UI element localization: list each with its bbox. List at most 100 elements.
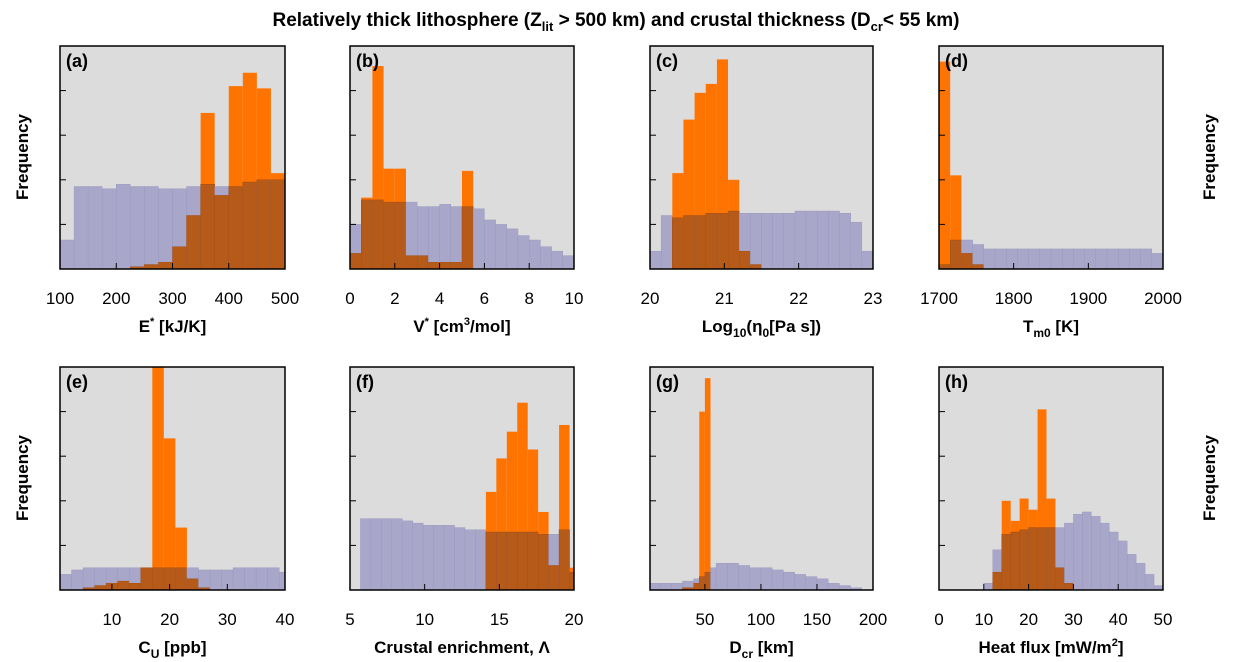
x-tick-label: 20	[641, 289, 660, 308]
panels-group: 100 200 300 400 500(a)E* [kJ/K]0 2 4 6 8 10(b)V* …	[46, 45, 1182, 661]
overlap-bar	[172, 246, 187, 270]
prior-bar	[783, 571, 795, 591]
prior-bar	[1061, 248, 1074, 270]
prior-bar	[422, 525, 434, 591]
figure-title: Relatively thick lithosphere (Zlit > 500…	[272, 10, 959, 34]
prior-bar	[279, 571, 286, 591]
overlap-bar	[506, 531, 518, 591]
x-tick-label: 10	[565, 289, 584, 308]
overlap-bar	[1028, 527, 1038, 591]
prior-bar	[116, 184, 131, 270]
prior-bar	[101, 188, 117, 270]
overlap-bar	[537, 534, 549, 591]
posterior-bar	[950, 175, 962, 269]
prior-bar	[59, 239, 75, 270]
prior-bar	[87, 186, 103, 270]
prior-bar	[412, 522, 424, 591]
prior-bar	[209, 569, 222, 591]
overlap-bar	[461, 206, 474, 270]
x-tick-label: 300	[158, 289, 186, 308]
prior-bar	[1028, 248, 1040, 270]
y-axis-label: Frequency	[1200, 434, 1219, 521]
x-tick-label: 15	[490, 610, 509, 629]
posterior-bar	[527, 449, 539, 590]
panel-label: (c)	[656, 51, 678, 71]
overlap-bar	[175, 567, 188, 591]
prior-bar	[649, 583, 661, 591]
x-tick-label: 200	[859, 610, 887, 629]
posterior-bar	[705, 83, 717, 269]
prior-bar	[540, 246, 552, 270]
prior-bar	[1151, 253, 1164, 270]
posterior-bar	[716, 59, 729, 269]
prior-bar	[473, 208, 485, 270]
overlap-bar	[270, 179, 286, 270]
prior-bar	[529, 239, 541, 270]
overlap-bar	[992, 571, 1002, 591]
prior-bar	[816, 578, 829, 591]
prior-bar	[727, 563, 739, 591]
panel-d: 1700 1800 1900 2000 (d) Tm0 [K]	[920, 45, 1182, 340]
prior-bar	[839, 213, 851, 270]
overlap-bar	[739, 250, 751, 270]
prior-bar	[649, 250, 662, 270]
overlap-bar	[694, 215, 706, 270]
overlap-bar	[496, 531, 508, 591]
x-tick-label: 0	[934, 610, 943, 629]
posterior-bar	[517, 402, 528, 590]
x-tick-label: 100	[46, 289, 74, 308]
plot-background	[939, 46, 1163, 269]
panel-label: (h)	[945, 372, 968, 392]
overlap-bar	[117, 580, 130, 591]
prior-bar	[783, 213, 796, 270]
overlap-bar	[683, 215, 695, 270]
y-axis-label: Frequency	[13, 113, 32, 200]
ylabels-group: Frequency Frequency Frequency Frequency	[13, 113, 1219, 521]
posterior-bar	[694, 92, 706, 269]
prior-bar	[255, 567, 268, 591]
prior-bar	[464, 529, 476, 591]
overlap-bar	[152, 567, 165, 591]
overlap-bar	[129, 583, 141, 591]
posterior-bar	[152, 367, 164, 590]
overlap-bar	[158, 262, 173, 270]
x-tick-label: 500	[271, 289, 299, 308]
prior-bar	[1144, 574, 1155, 591]
x-tick-label: 2000	[1144, 289, 1182, 308]
overlap-bar	[428, 262, 440, 270]
x-tick-label: 4	[435, 289, 444, 308]
prior-bar	[750, 213, 762, 270]
overlap-bar	[485, 531, 497, 591]
x-axis-label: CU [ppb]	[138, 638, 206, 661]
prior-bar	[484, 219, 496, 270]
prior-bar	[861, 250, 874, 270]
plot-frame	[938, 366, 1164, 591]
prior-bar	[738, 565, 750, 591]
overlap-bar	[693, 583, 700, 591]
y-axis-label: Frequency	[1200, 113, 1219, 200]
panel-label: (e)	[66, 372, 88, 392]
prior-bar	[659, 583, 672, 591]
prior-bar	[506, 228, 519, 270]
prior-bar	[828, 210, 840, 270]
overlap-bar	[186, 215, 201, 270]
overlap-bar	[961, 253, 973, 270]
prior-bar	[198, 569, 211, 591]
overlap-bar	[1037, 527, 1047, 591]
x-tick-label: 10	[415, 610, 434, 629]
prior-bar	[551, 250, 563, 270]
prior-bar	[1140, 248, 1152, 270]
overlap-bar	[214, 195, 229, 270]
x-tick-label: 10	[974, 610, 993, 629]
prior-bar	[439, 204, 452, 270]
prior-bar	[1064, 522, 1074, 591]
panel-f: 5 10 15 20 (f) Crustal enrichment, Λ	[345, 366, 583, 657]
y-axis-label: Frequency	[13, 434, 32, 521]
prior-bar	[660, 215, 673, 270]
prior-bar	[794, 210, 807, 270]
prior-bar	[1106, 248, 1119, 270]
panel-b: 0 2 4 6 8 10 (b) V* [cm3/mol]	[345, 45, 584, 336]
overlap-bar	[228, 186, 244, 270]
overlap-bar	[405, 255, 418, 270]
x-tick-label: 400	[215, 289, 243, 308]
